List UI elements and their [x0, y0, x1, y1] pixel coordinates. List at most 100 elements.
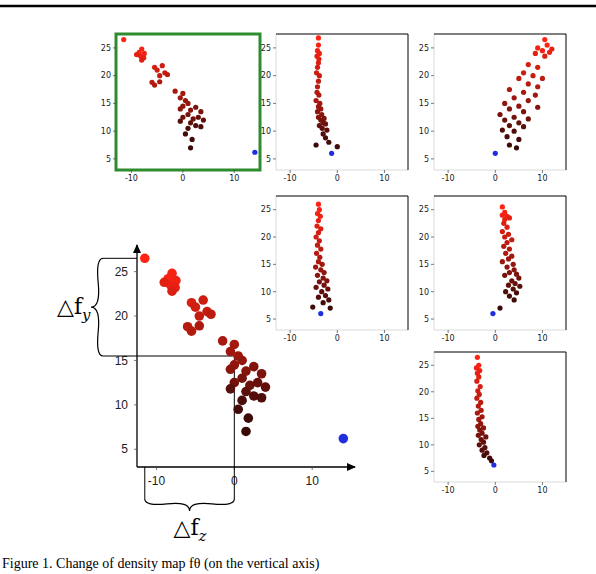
y-tick [431, 418, 434, 419]
point [157, 79, 162, 84]
x-tick [384, 170, 385, 173]
y-tick-label: 5 [121, 442, 128, 456]
point [310, 304, 315, 309]
y-tick [431, 471, 434, 472]
point [165, 72, 170, 77]
point [316, 218, 321, 223]
y-tick-label: 20 [101, 71, 111, 80]
point [533, 51, 538, 56]
point [173, 89, 178, 94]
panel: 510152025-10010△fy△fz [57, 245, 355, 545]
annotation-label: △fz [174, 515, 207, 545]
point [316, 230, 321, 235]
bottom-spine [434, 170, 566, 171]
x-tick [290, 170, 291, 173]
point [497, 112, 502, 117]
x-tick-label: 10 [537, 334, 547, 343]
point [249, 362, 259, 372]
point [316, 92, 321, 97]
y-tick-label: 25 [115, 265, 129, 279]
point [218, 336, 228, 346]
point [198, 295, 208, 305]
point [187, 326, 197, 336]
point [507, 87, 512, 92]
x-tick [131, 170, 132, 173]
point [516, 104, 521, 109]
point [324, 127, 329, 132]
point [540, 48, 545, 53]
y-tick [273, 237, 276, 238]
point [545, 43, 550, 48]
x-tick-label: 10 [229, 174, 239, 183]
top-spine [276, 34, 408, 35]
point [474, 379, 479, 384]
point [191, 302, 201, 312]
point [526, 98, 531, 103]
bottom-spine [276, 330, 408, 331]
top-rule [0, 5, 596, 8]
right-spine [408, 196, 409, 330]
point [512, 281, 517, 286]
point [521, 109, 526, 114]
guide-line [103, 258, 137, 259]
x-tick [542, 330, 543, 333]
point [193, 123, 198, 128]
x-tick-label: 10 [379, 334, 389, 343]
top-spine [276, 196, 408, 197]
y-tick-label: 20 [419, 233, 429, 242]
y-tick-label: 5 [266, 155, 271, 164]
brace-y [91, 258, 103, 356]
point [323, 135, 328, 140]
point [500, 204, 505, 209]
point [540, 76, 545, 81]
x-tick-label: -10 [284, 334, 297, 343]
point [180, 91, 185, 96]
x-tick-label: 10 [537, 486, 547, 495]
point [323, 293, 328, 298]
point [194, 321, 204, 331]
point [512, 95, 517, 100]
annotation-sub: z [198, 527, 207, 545]
guide-line [234, 356, 235, 499]
point [185, 112, 190, 117]
x-tick-label: 10 [305, 474, 319, 488]
y-tick [431, 365, 434, 366]
point [501, 244, 506, 249]
point [504, 265, 509, 270]
point [206, 309, 216, 319]
x-tick [542, 482, 543, 485]
point [514, 145, 519, 150]
point [516, 137, 521, 142]
point [241, 427, 251, 437]
annotation-sub: y [81, 306, 91, 324]
point [500, 127, 505, 132]
point [504, 225, 509, 230]
point [475, 410, 480, 415]
y-tick [113, 103, 116, 104]
point [139, 57, 144, 62]
x-tick [290, 330, 291, 333]
y-tick-label: 20 [419, 388, 429, 397]
left-spine [276, 34, 277, 170]
point [316, 79, 321, 84]
points [310, 202, 333, 317]
figure: 510152025-10010510152025-10010510152025-… [0, 0, 596, 574]
point [509, 237, 514, 242]
point [497, 306, 502, 311]
point [157, 73, 162, 78]
point [507, 106, 512, 111]
point [233, 404, 243, 414]
y-tick [113, 158, 116, 159]
point [493, 151, 498, 156]
x-tick-label: -10 [284, 174, 297, 183]
annotation-label: △fy [57, 294, 91, 324]
point [317, 73, 322, 78]
point [514, 290, 519, 295]
point [226, 384, 236, 394]
point [320, 126, 325, 131]
left-spine [276, 196, 277, 330]
y-tick [134, 404, 137, 405]
points [493, 37, 555, 156]
point [193, 105, 198, 110]
point [237, 396, 247, 406]
